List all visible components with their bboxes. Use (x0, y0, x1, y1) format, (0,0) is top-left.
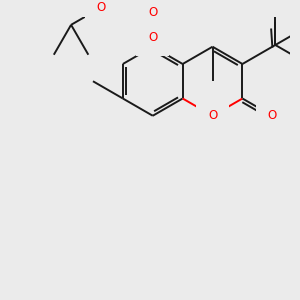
Text: O: O (148, 6, 158, 19)
Text: O: O (208, 109, 217, 122)
Text: O: O (268, 109, 277, 122)
Text: O: O (148, 31, 158, 44)
Text: O: O (96, 1, 106, 14)
